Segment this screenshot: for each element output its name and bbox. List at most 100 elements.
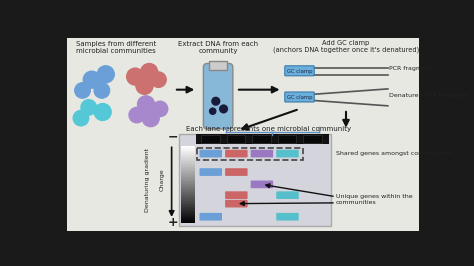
Bar (181, 186, 195, 187)
Bar (181, 148, 195, 149)
Text: Unique genes within the
communities: Unique genes within the communities (336, 194, 412, 205)
Bar (181, 187, 195, 188)
Bar (181, 171, 195, 172)
Text: Extract DNA from each
community: Extract DNA from each community (178, 41, 258, 54)
Bar (181, 182, 195, 183)
Bar (181, 160, 195, 161)
FancyBboxPatch shape (276, 191, 299, 199)
Bar (181, 167, 195, 169)
Bar (181, 190, 195, 192)
Bar (181, 185, 195, 186)
Bar (181, 196, 195, 197)
Bar (181, 167, 195, 168)
FancyBboxPatch shape (200, 168, 222, 176)
Bar (181, 161, 195, 163)
Bar (181, 221, 195, 222)
Bar (181, 211, 195, 213)
FancyBboxPatch shape (225, 168, 247, 176)
Bar (181, 172, 195, 173)
Bar (181, 169, 195, 170)
Bar (181, 192, 195, 193)
Bar (181, 212, 195, 213)
Bar (181, 209, 195, 210)
Bar (181, 146, 195, 147)
Bar (181, 150, 195, 151)
Bar (181, 151, 195, 152)
Bar (181, 201, 195, 202)
Bar (196, 134, 329, 144)
Text: Denaturing gradient: Denaturing gradient (145, 148, 150, 212)
Circle shape (219, 105, 228, 113)
Text: PCR fragment: PCR fragment (389, 66, 432, 70)
Text: Denatured PCR fragment: Denatured PCR fragment (389, 93, 467, 98)
Text: Add GC clamp
(anchors DNA together once it's denatured): Add GC clamp (anchors DNA together once … (273, 40, 419, 53)
Bar (181, 218, 195, 219)
Circle shape (73, 110, 89, 126)
Bar (181, 203, 195, 204)
Bar (181, 211, 195, 212)
Bar (181, 193, 195, 194)
Circle shape (94, 83, 109, 98)
Bar (181, 197, 195, 199)
Bar (181, 197, 195, 198)
Text: Each lane represents one microbial community: Each lane represents one microbial commu… (186, 126, 351, 132)
Text: +: + (168, 216, 179, 229)
Bar (181, 177, 195, 178)
Bar (181, 188, 195, 189)
FancyBboxPatch shape (200, 213, 222, 221)
Circle shape (142, 110, 159, 127)
Text: −: − (168, 130, 178, 143)
Bar (181, 178, 195, 179)
Bar (181, 163, 195, 164)
Bar (181, 195, 195, 196)
Bar (181, 160, 195, 162)
Bar (181, 164, 195, 165)
Bar (181, 194, 195, 196)
Bar (181, 149, 195, 150)
Bar (181, 213, 195, 214)
Bar (181, 206, 195, 207)
Bar (181, 219, 195, 220)
Bar (181, 159, 195, 160)
Bar (197, 148, 302, 160)
Circle shape (81, 100, 96, 115)
Bar (181, 147, 195, 148)
Bar (181, 174, 195, 176)
Bar (181, 181, 195, 182)
Bar (181, 153, 195, 154)
Bar (227, 135, 245, 143)
Bar (181, 204, 195, 205)
FancyBboxPatch shape (251, 181, 273, 188)
FancyBboxPatch shape (285, 92, 314, 102)
Bar (181, 191, 195, 193)
Bar (181, 156, 195, 157)
Bar (181, 157, 195, 158)
Bar (181, 166, 195, 167)
Bar (181, 147, 195, 149)
Bar (181, 218, 195, 219)
Bar (181, 175, 195, 176)
Circle shape (75, 83, 90, 98)
FancyBboxPatch shape (225, 191, 247, 199)
Bar (181, 181, 195, 182)
Text: GC clamp: GC clamp (287, 95, 312, 100)
Bar (181, 153, 195, 155)
FancyBboxPatch shape (285, 66, 314, 76)
Bar (181, 220, 195, 221)
Bar (181, 204, 195, 206)
Circle shape (212, 97, 219, 105)
Bar (181, 198, 195, 200)
Circle shape (97, 66, 114, 83)
Bar (303, 135, 322, 143)
Circle shape (136, 77, 153, 94)
Bar (181, 157, 195, 159)
Bar (252, 135, 271, 143)
FancyBboxPatch shape (225, 150, 247, 157)
Bar (181, 217, 195, 218)
Bar (181, 170, 195, 171)
Circle shape (94, 103, 111, 120)
Bar (181, 221, 195, 222)
Bar (181, 188, 195, 189)
FancyBboxPatch shape (225, 200, 247, 207)
Bar (181, 207, 195, 209)
